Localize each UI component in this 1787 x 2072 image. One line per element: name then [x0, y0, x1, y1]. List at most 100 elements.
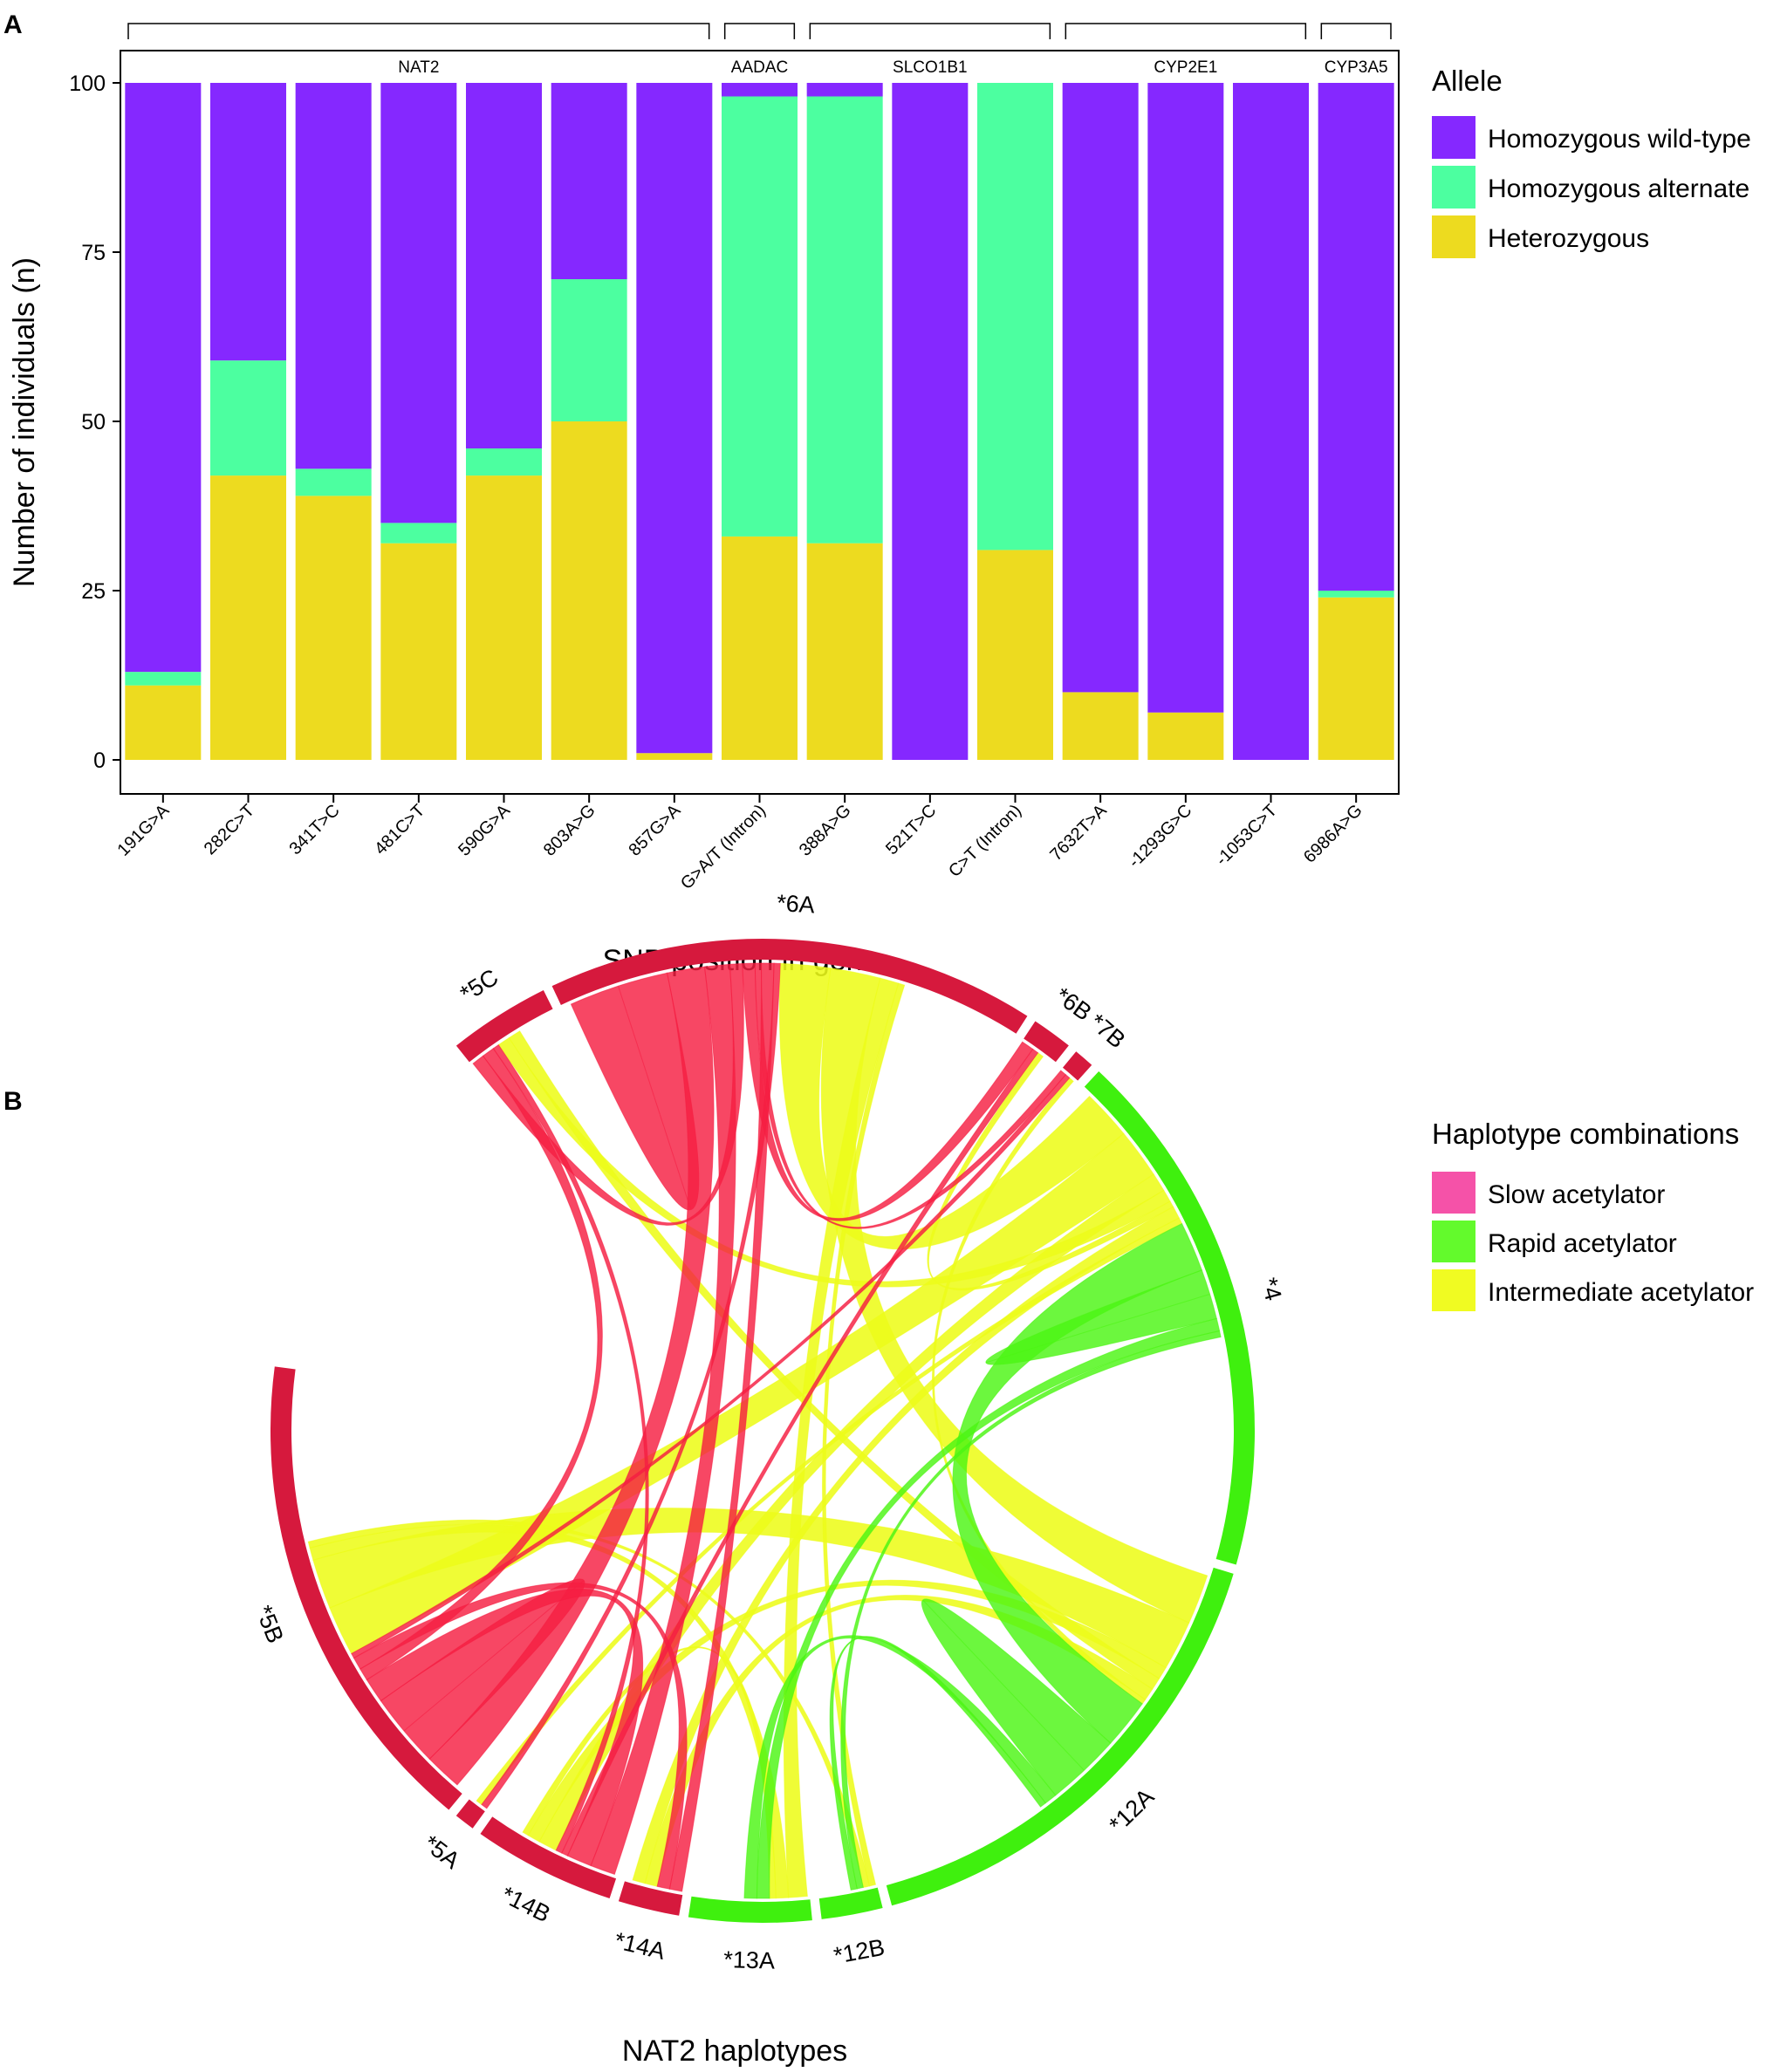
- haplotype-arc: [818, 1887, 883, 1919]
- x-tick-label: 6986A>G: [1300, 801, 1366, 867]
- y-tick-label: 100: [69, 72, 106, 96]
- x-tick-label: 341T>C: [285, 801, 343, 858]
- x-tick-label: 590G>A: [455, 801, 514, 860]
- allele-legend: Allele Homozygous wild-type Homozygous al…: [1432, 65, 1751, 258]
- chord-link: [570, 972, 700, 1211]
- haplotype-arc: [1084, 1071, 1255, 1565]
- haplotype-arc: [1062, 1051, 1092, 1081]
- x-tick-label: 191G>A: [114, 801, 174, 860]
- chord-link: [428, 966, 715, 1786]
- chord-link: [590, 963, 736, 1876]
- gene-label: AADAC: [731, 58, 788, 77]
- bar-segment: [125, 685, 202, 760]
- bar-segment: [1318, 597, 1394, 760]
- haplotype-label: *13A: [723, 1946, 775, 1973]
- legend-label: Slow acetylator: [1488, 1180, 1665, 1209]
- haplotype-label: *14B: [497, 1881, 555, 1927]
- x-tick-label: 521T>C: [882, 801, 940, 858]
- gene-label: CYP2E1: [1154, 58, 1217, 77]
- chord-link: [366, 1589, 644, 1867]
- chord-link: [756, 1317, 1221, 1899]
- gene-bracket: [127, 23, 710, 39]
- haplotype-label: *4: [1256, 1275, 1287, 1303]
- haplotype-legend: Haplotype combinations Slow acetylator Ra…: [1432, 1118, 1754, 1311]
- bar-segment: [380, 523, 457, 544]
- haplotype-arc: [455, 1799, 485, 1829]
- bar-segment: [806, 96, 883, 544]
- haplotype-arc: [1024, 1021, 1069, 1063]
- haplotype-arc: [270, 1366, 462, 1810]
- chord-link: [754, 962, 1067, 1229]
- bar-segment: [551, 279, 627, 421]
- chord-link: [632, 1206, 1180, 1884]
- haplotype-label: *12B: [832, 1934, 887, 1969]
- chord-link: [353, 1582, 688, 1890]
- chord-link: [476, 1217, 1183, 1806]
- haplotype-label: *12A: [1104, 1783, 1159, 1837]
- chord-link: [840, 1330, 1222, 1890]
- chord-link: [472, 962, 744, 1226]
- bar-segment: [210, 83, 286, 361]
- chord-link: [829, 1636, 1047, 1891]
- haplotype-arc: [688, 1896, 812, 1923]
- bar-segment: [125, 83, 202, 673]
- haplotype-label: *6A: [776, 890, 815, 919]
- x-tick-label: 388A>G: [796, 801, 855, 860]
- panel-b: B *5C *6A *6B*7B *4 *12A *12B *13A *14A *14B *5A *…: [3, 890, 1754, 2068]
- bar-segment: [636, 83, 713, 754]
- legend-label: Homozygous wild-type: [1488, 125, 1751, 154]
- bar-segment: [1147, 83, 1224, 713]
- legend-swatch: [1432, 215, 1475, 258]
- bar-segment: [1147, 712, 1224, 760]
- legend-label: Heterozygous: [1488, 224, 1649, 253]
- bar-segment: [380, 543, 457, 760]
- chord-link: [351, 1074, 1071, 1659]
- y-tick-label: 75: [81, 241, 106, 265]
- chord-link: [921, 1598, 1112, 1796]
- y-axis-label: Number of individuals (n): [8, 257, 41, 587]
- y-tick-label: 50: [81, 410, 106, 434]
- bar-segment: [380, 83, 457, 523]
- y-tick-label: 25: [81, 579, 106, 604]
- chord-link: [481, 962, 781, 1809]
- gene-bracket: [1320, 23, 1392, 39]
- bar-segment: [466, 475, 542, 760]
- bar-segment: [892, 83, 969, 760]
- chord-link: [359, 1048, 603, 1681]
- y-tick-label: 0: [93, 749, 106, 773]
- gene-bracket: [723, 23, 796, 39]
- chord-link: [783, 977, 900, 1898]
- haplotype-arc: [551, 939, 1028, 1034]
- bar-segment: [806, 543, 883, 760]
- chord-links: [307, 962, 1222, 1899]
- haplotype-arc: [618, 1881, 683, 1916]
- bar-segment: [466, 83, 542, 449]
- gene-bracket: [809, 23, 1051, 39]
- x-tick-label: -1293G>C: [1125, 801, 1195, 872]
- chord-link: [778, 962, 1125, 1250]
- bar-segment: [722, 536, 798, 760]
- chord-link: [561, 1048, 1039, 1857]
- legend-label: Rapid acetylator: [1488, 1229, 1677, 1258]
- bar-segment: [295, 83, 372, 469]
- haplotype-label: *7B: [1085, 1009, 1131, 1053]
- legend-label: Homozygous alternate: [1488, 174, 1749, 203]
- gene-bracket: [1065, 23, 1307, 39]
- x-tick-label: C>T (Intron): [945, 801, 1025, 881]
- x-tick-label: 481C>T: [371, 801, 428, 858]
- bar-segment: [977, 83, 1053, 550]
- legend-title: Allele: [1432, 65, 1503, 97]
- haplotype-arc: [455, 989, 553, 1063]
- bar-segment: [1233, 83, 1309, 760]
- chord-link: [985, 1269, 1217, 1365]
- haplotype-arcs: [270, 939, 1255, 1923]
- haplotype-label: *5B: [250, 1602, 289, 1646]
- bar-segment: [1318, 83, 1394, 591]
- bar-segment: [1062, 83, 1139, 693]
- x-tick-label: -1053C>T: [1212, 801, 1281, 870]
- legend-label: Intermediate acetylator: [1488, 1278, 1754, 1307]
- x-tick-label: 857G>A: [626, 801, 685, 860]
- haplotype-arc: [480, 1816, 617, 1899]
- chord-link: [668, 962, 775, 1892]
- haplotype-label: *6B: [1051, 982, 1097, 1026]
